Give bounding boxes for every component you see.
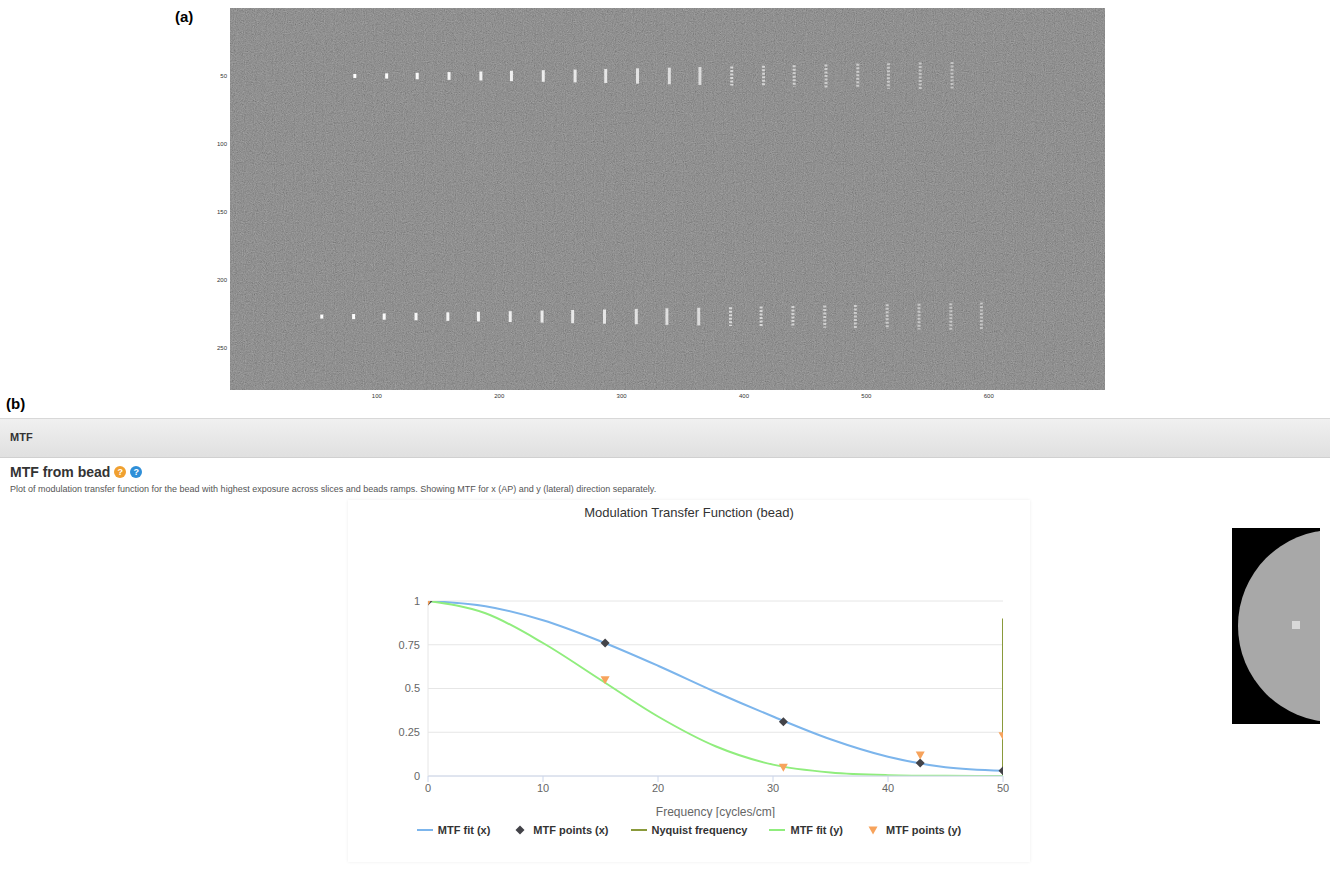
svg-text:300: 300 (617, 393, 628, 399)
svg-text:100: 100 (372, 393, 383, 399)
svg-text:200: 200 (494, 393, 505, 399)
svg-text:0.5: 0.5 (405, 682, 420, 694)
svg-text:600: 600 (984, 393, 995, 399)
svg-text:50: 50 (220, 73, 227, 79)
svg-text:(b): (b) (6, 395, 25, 412)
svg-text:(a): (a) (175, 8, 193, 25)
svg-text:1: 1 (414, 595, 420, 607)
html-text:Nyquist frequency: Nyquist frequency (651, 824, 748, 836)
svg-text:500: 500 (861, 393, 872, 399)
svg-text:150: 150 (217, 209, 228, 215)
svg-text:Frequency [cycles/cm]: Frequency [cycles/cm] (656, 805, 775, 818)
svg-text:200: 200 (217, 277, 228, 283)
svg-text:0: 0 (425, 782, 431, 794)
svg-text:0.25: 0.25 (399, 726, 420, 738)
svg-text:0.75: 0.75 (399, 639, 420, 651)
svg-text:100: 100 (217, 141, 228, 147)
svg-text:10: 10 (537, 782, 549, 794)
html-text:MTF fit (y): MTF fit (y) (790, 824, 843, 836)
svg-text:50: 50 (997, 782, 1009, 794)
svg-text:30: 30 (767, 782, 779, 794)
svg-text:40: 40 (882, 782, 894, 794)
html-text:MTF: MTF (10, 431, 33, 443)
html-text:Modulation Transfer Function (: Modulation Transfer Function (bead) (584, 505, 794, 520)
svg-text:250: 250 (217, 345, 228, 351)
svg-text:20: 20 (652, 782, 664, 794)
html-text:MTF points (y): MTF points (y) (886, 824, 962, 836)
html-text:Plot of modulation transfer fu: Plot of modulation transfer function for… (10, 484, 657, 494)
svg-text:0: 0 (414, 770, 420, 782)
html-text:MTF points (x): MTF points (x) (533, 824, 609, 836)
svg-text:400: 400 (739, 393, 750, 399)
html-text:MTF fit (x): MTF fit (x) (437, 824, 491, 836)
html-text:MTF from bead: MTF from bead (10, 464, 111, 480)
